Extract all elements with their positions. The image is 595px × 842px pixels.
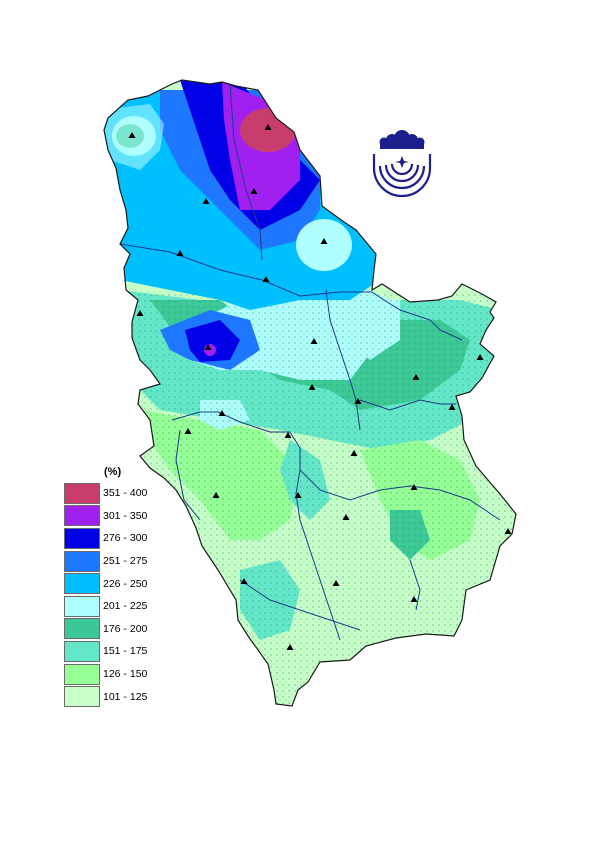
station-marker <box>448 404 456 410</box>
station-marker <box>136 310 144 316</box>
legend-item: 101 - 125 <box>64 685 184 708</box>
station-marker <box>262 276 270 282</box>
legend-swatch <box>64 686 100 708</box>
station-marker <box>202 198 210 204</box>
legend-swatch <box>64 595 100 617</box>
station-marker <box>264 124 272 130</box>
legend-swatch <box>64 550 100 572</box>
station-marker <box>308 384 316 390</box>
legend-swatch <box>64 527 100 549</box>
legend-item: 201 - 225 <box>64 595 184 618</box>
station-marker <box>350 450 358 456</box>
legend-label: 226 - 250 <box>103 577 148 590</box>
station-marker <box>204 344 212 350</box>
legend-swatch <box>64 505 100 527</box>
legend-item: 226 - 250 <box>64 572 184 595</box>
map-legend: (%) 351 - 400 301 - 350 276 - 300 251 - 275… <box>64 462 184 708</box>
station-marker <box>286 644 294 650</box>
station-marker <box>128 132 136 138</box>
legend-swatch <box>64 640 100 662</box>
legend-label: 176 - 200 <box>103 622 148 635</box>
legend-label: 201 - 225 <box>103 600 148 613</box>
station-marker <box>240 578 248 584</box>
legend-label: 276 - 300 <box>103 532 148 545</box>
legend-item: 276 - 300 <box>64 527 184 550</box>
station-marker <box>332 580 340 586</box>
legend-swatch <box>64 663 100 685</box>
station-marker <box>218 410 226 416</box>
station-marker <box>354 398 362 404</box>
station-marker <box>176 250 184 256</box>
legend-label: 301 - 350 <box>103 509 148 522</box>
station-marker <box>284 432 292 438</box>
rivers <box>119 83 501 641</box>
station-markers <box>128 124 512 650</box>
legend-swatch <box>64 618 100 640</box>
legend-item: 151 - 175 <box>64 640 184 663</box>
legend-swatch <box>64 482 100 504</box>
legend-item: 351 - 400 <box>64 482 184 505</box>
station-marker <box>342 514 350 520</box>
legend-swatch <box>64 573 100 595</box>
legend-item: 176 - 200 <box>64 618 184 641</box>
station-marker <box>212 492 220 498</box>
legend-label: 351 - 400 <box>103 487 148 500</box>
legend-label: 151 - 175 <box>103 645 148 658</box>
legend-items: 351 - 400 301 - 350 276 - 300 251 - 275 226 … <box>64 482 184 708</box>
station-marker <box>250 188 258 194</box>
legend-item: 301 - 350 <box>64 505 184 528</box>
station-marker <box>476 354 484 360</box>
station-marker <box>412 374 420 380</box>
institution-emblem-icon <box>372 130 432 198</box>
legend-label: 126 - 150 <box>103 668 148 681</box>
legend-title: (%) <box>104 466 122 478</box>
station-marker <box>294 492 302 498</box>
legend-item: 126 - 150 <box>64 663 184 686</box>
station-marker <box>310 338 318 344</box>
station-marker <box>504 528 512 534</box>
legend-item: 251 - 275 <box>64 550 184 573</box>
station-marker <box>320 238 328 244</box>
station-marker <box>410 484 418 490</box>
legend-label: 101 - 125 <box>103 690 148 703</box>
station-marker <box>410 596 418 602</box>
station-marker <box>184 428 192 434</box>
legend-label: 251 - 275 <box>103 555 148 568</box>
